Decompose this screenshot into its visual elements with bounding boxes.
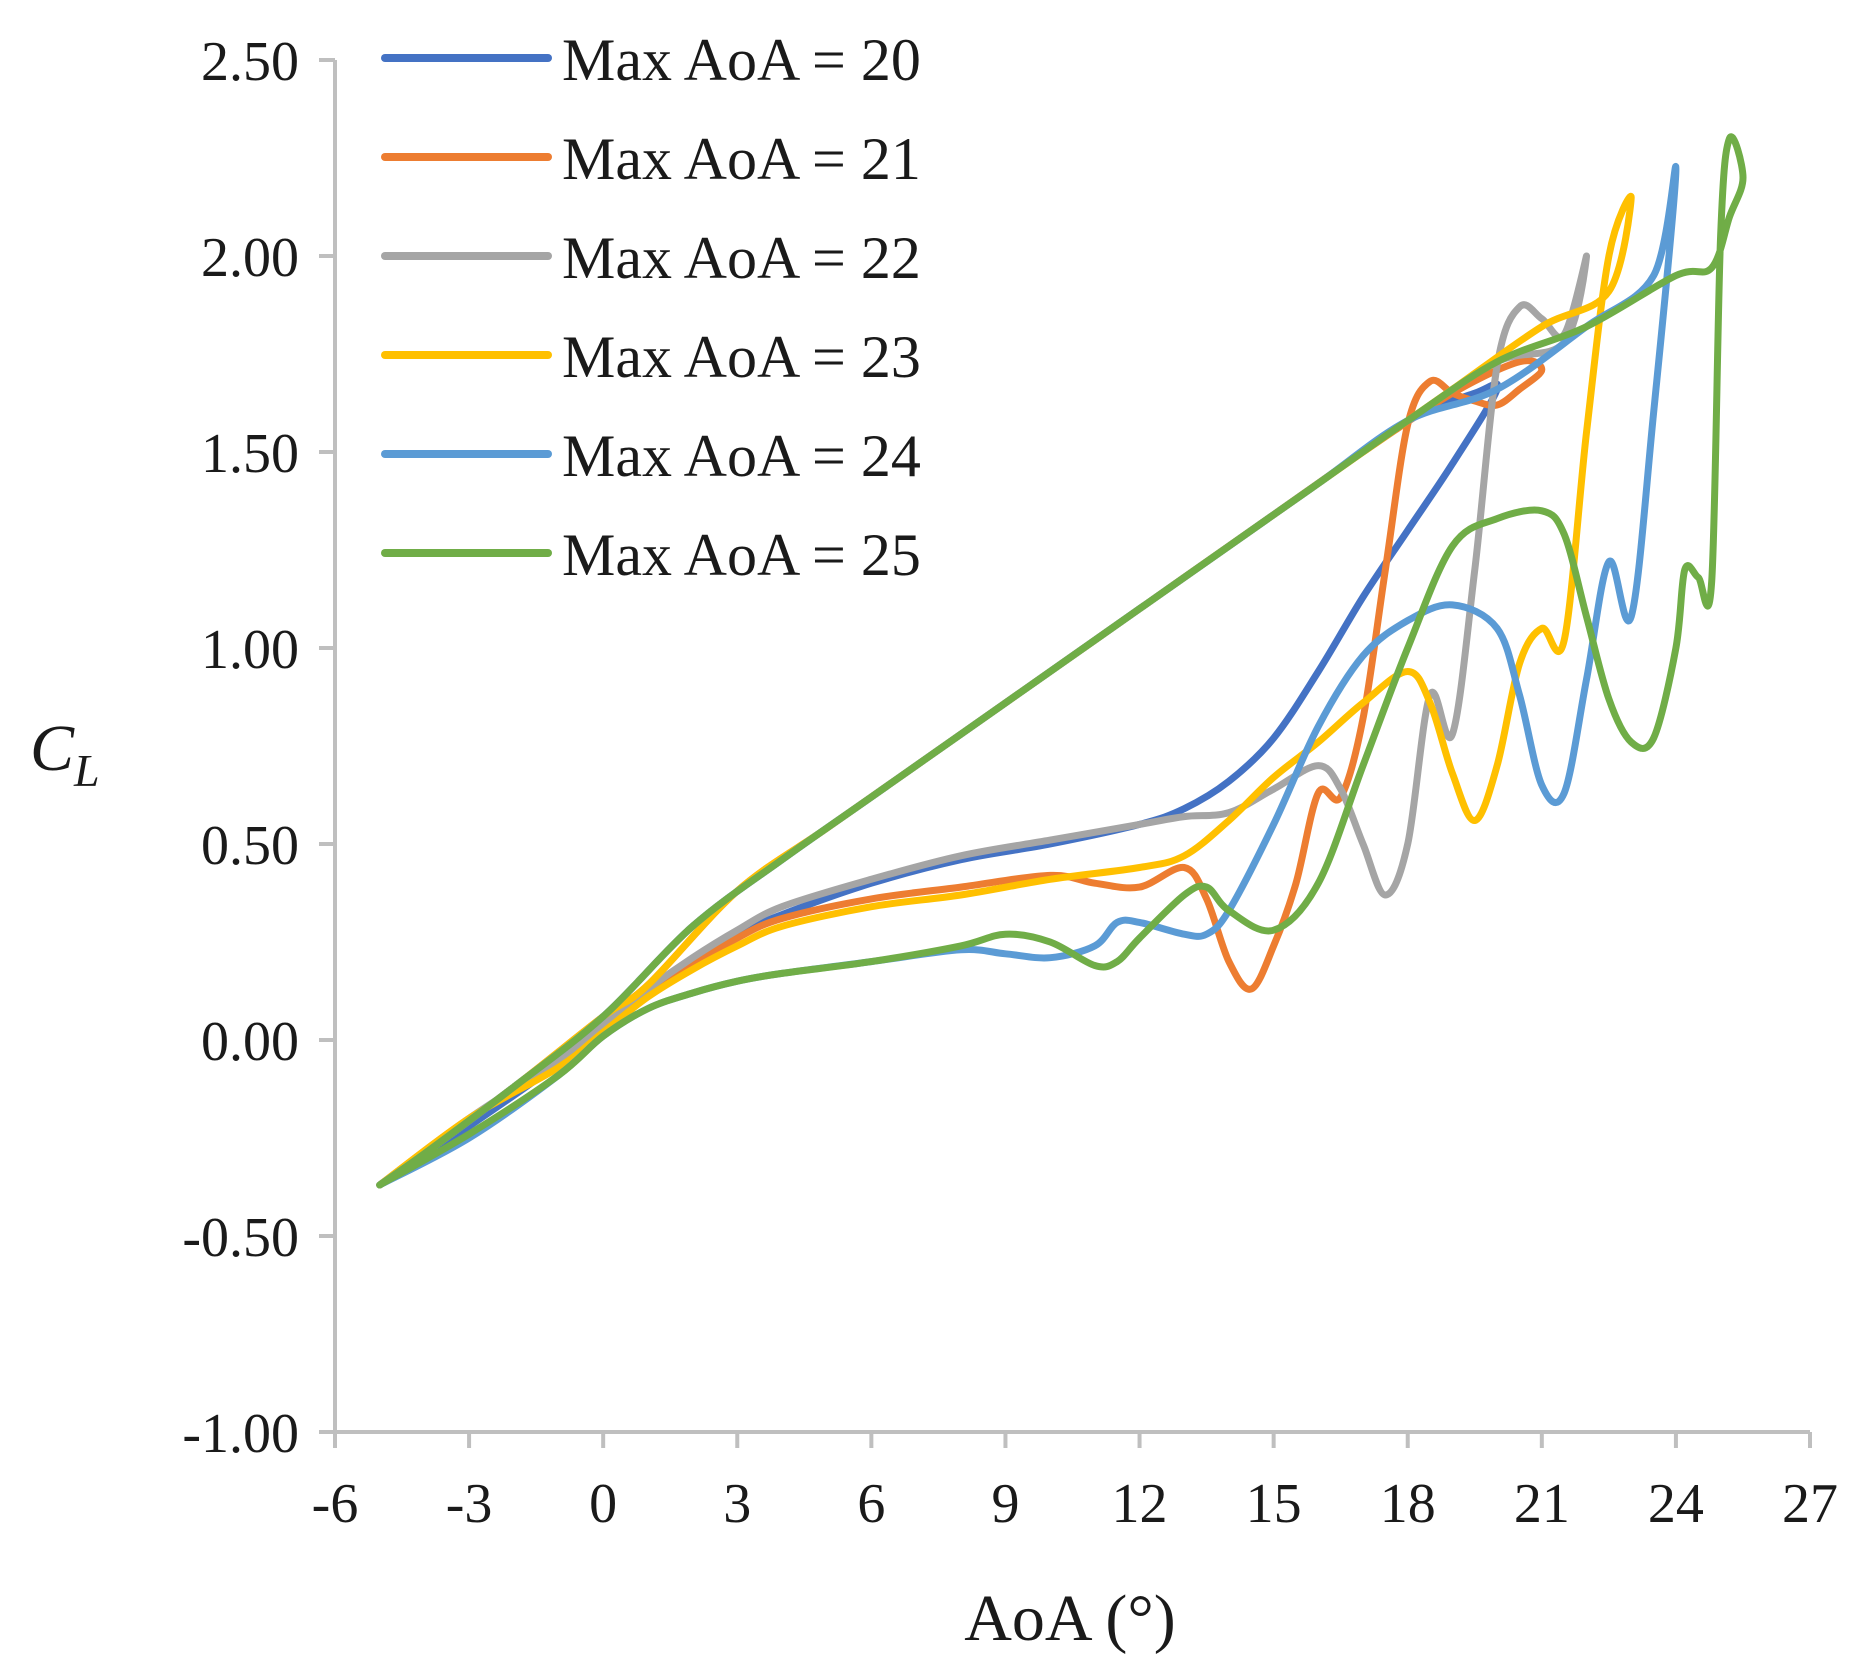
x-tick-label: 0 [589, 1473, 617, 1535]
y-axis-title-main: C [30, 712, 75, 785]
series-line-6 [376, 133, 1747, 1189]
series-lines [376, 133, 1747, 1189]
axes [333, 60, 1810, 1434]
legend-label-1: Max AoA = 20 [562, 27, 921, 93]
x-axis-ticks: -6 -3 0 3 6 9 12 15 18 21 24 27 [312, 1432, 1838, 1535]
x-tick-label: 27 [1782, 1473, 1838, 1535]
x-tick-label: 3 [723, 1473, 751, 1535]
series-line-5 [376, 163, 1680, 1189]
y-tick-label: -0.50 [182, 1207, 299, 1269]
y-axis-title: CL [30, 712, 100, 796]
y-axis-title-sub: L [73, 745, 100, 796]
y-tick-label: -1.00 [182, 1403, 299, 1465]
legend-label-2: Max AoA = 21 [562, 126, 921, 192]
y-tick-label: 1.50 [201, 423, 299, 485]
y-tick-label: 1.00 [201, 619, 299, 681]
legend-label-4: Max AoA = 23 [562, 324, 921, 390]
legend-label-5: Max AoA = 24 [562, 423, 921, 489]
x-tick-label: 15 [1246, 1473, 1302, 1535]
x-tick-label: -3 [446, 1473, 493, 1535]
x-tick-label: 9 [991, 1473, 1019, 1535]
x-tick-label: 24 [1648, 1473, 1704, 1535]
x-tick-label: -6 [312, 1473, 359, 1535]
x-tick-label: 21 [1514, 1473, 1570, 1535]
legend-label-3: Max AoA = 22 [562, 225, 921, 291]
y-tick-label: 2.00 [201, 227, 299, 289]
y-tick-label: 2.50 [201, 31, 299, 93]
x-tick-label: 12 [1112, 1473, 1168, 1535]
legend: Max AoA = 20 Max AoA = 21 Max AoA = 22 Max … [381, 27, 921, 588]
x-tick-label: 6 [857, 1473, 885, 1535]
x-tick-label: 18 [1380, 1473, 1436, 1535]
y-axis-ticks: -1.00 -0.50 0.00 0.50 1.00 1.50 2.00 2.50 [182, 31, 335, 1465]
legend-label-6: Max AoA = 25 [562, 522, 921, 588]
y-tick-label: 0.00 [201, 1011, 299, 1073]
x-axis-title: AoA (°) [964, 1582, 1176, 1655]
y-tick-label: 0.50 [201, 815, 299, 877]
